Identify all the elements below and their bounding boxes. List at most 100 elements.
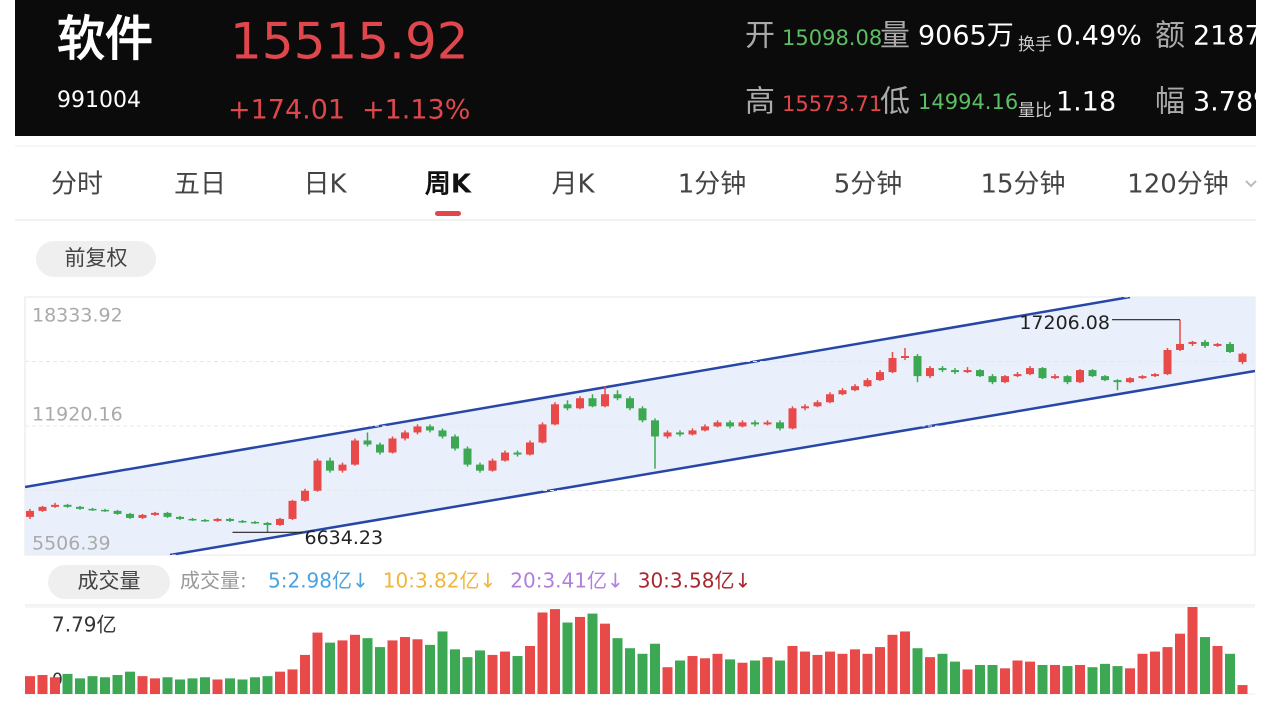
candle-body — [713, 422, 722, 427]
candle-body — [1126, 378, 1134, 383]
adjust-button-bg[interactable] — [36, 241, 156, 277]
volume-bar — [275, 671, 285, 694]
volume-bar — [787, 645, 798, 694]
volume-bar — [850, 649, 860, 694]
volume-bar — [25, 676, 35, 694]
tab[interactable]: 1分钟 — [678, 170, 747, 200]
stat-label: 换手 — [1018, 35, 1052, 55]
volume-bar — [562, 622, 573, 694]
volume-bar — [137, 676, 148, 694]
candle-body — [176, 516, 184, 519]
volume-bar — [1025, 661, 1035, 694]
volume-bar — [400, 637, 410, 694]
tab[interactable]: 五日 — [174, 170, 226, 200]
volume-bar — [837, 653, 848, 694]
candle-body — [376, 444, 384, 453]
candle-body — [163, 512, 172, 517]
stat-value: 0.49% — [1056, 21, 1142, 52]
volume-bar — [575, 616, 585, 694]
volume-bar — [712, 653, 723, 694]
candle-body — [1226, 343, 1234, 352]
tab[interactable]: 15分钟 — [980, 170, 1065, 200]
tab[interactable]: 120分钟 — [1127, 170, 1229, 200]
header-bg — [15, 0, 1256, 136]
y-tick-label: 5506.39 — [32, 533, 111, 555]
volume-chart: 7.79亿0 — [25, 606, 1255, 695]
candle-body — [501, 452, 509, 461]
stat-label: 额 — [1155, 19, 1185, 54]
stock-name: 软件 — [57, 11, 153, 67]
volume-legend-item: 5:2.98亿↓ — [268, 569, 369, 593]
candle-body — [1038, 368, 1047, 379]
volume-bar — [312, 632, 323, 694]
candle-body — [763, 422, 772, 425]
candle-body — [663, 432, 672, 437]
candle-body — [238, 520, 247, 523]
volume-bar — [425, 644, 435, 694]
volume-bar — [62, 673, 73, 694]
adjust-button[interactable]: 前复权 — [65, 246, 128, 270]
volume-legend-label: 成交量: — [180, 569, 247, 593]
stat-value: 15098.08 — [782, 26, 882, 50]
candle-body — [851, 386, 859, 391]
candle-body — [26, 510, 34, 517]
volume-bar — [800, 651, 810, 694]
candle-body — [1151, 374, 1159, 377]
volume-bar — [237, 679, 248, 694]
volume-bar — [1125, 668, 1135, 694]
volume-bar — [375, 647, 385, 694]
tab[interactable]: 周K — [425, 170, 472, 200]
stat-value: 1.18 — [1056, 87, 1116, 118]
volume-bar — [1187, 607, 1198, 694]
candle-body — [538, 424, 547, 443]
volume-bar — [812, 654, 823, 694]
tab[interactable]: 5分钟 — [834, 170, 903, 200]
candle-body — [301, 490, 309, 501]
candle-body — [938, 368, 947, 371]
volume-bar — [1225, 653, 1235, 694]
volume-bar — [987, 664, 998, 694]
candle-body — [676, 432, 684, 435]
volume-bar — [187, 678, 198, 694]
volume-bar — [675, 660, 685, 694]
volume-bar — [150, 678, 160, 694]
volume-bar — [337, 640, 348, 694]
change-pct: +1.13% — [362, 95, 470, 126]
candle-body — [263, 522, 272, 525]
volume-bar — [462, 657, 473, 694]
candle-body — [476, 464, 484, 471]
volume-bar — [1200, 637, 1210, 694]
candle-body — [388, 438, 397, 453]
volume-bar — [725, 659, 735, 694]
volume-bar — [1075, 664, 1085, 694]
volume-bar — [125, 671, 135, 694]
tab[interactable]: 分时 — [51, 170, 103, 200]
volume-bar — [75, 678, 85, 694]
candle-body — [1163, 349, 1172, 375]
volume-bar — [750, 660, 760, 694]
candle-body — [901, 356, 909, 359]
candle-body — [76, 506, 84, 509]
stat-value: 3.78% — [1193, 87, 1278, 118]
volume-bar — [362, 638, 373, 694]
volume-bar — [50, 677, 60, 694]
volume-tick-label: 7.79亿 — [52, 613, 117, 637]
candle-body — [1201, 341, 1209, 346]
candle-body — [1188, 341, 1197, 344]
volume-title-bg — [48, 565, 170, 599]
candle-body — [1213, 343, 1222, 346]
candle-body — [526, 442, 534, 455]
volume-bar — [662, 667, 673, 694]
candle-body — [551, 404, 559, 425]
candle-body — [488, 460, 497, 471]
y-tick-label: 18333.92 — [32, 305, 123, 327]
tab[interactable]: 月K — [551, 170, 595, 200]
candle-body — [101, 509, 109, 512]
candle-body — [1013, 374, 1022, 377]
price-chart: 18333.92 11920.16 5506.39 17206.08 6634.23 — [25, 296, 1255, 556]
candle-body — [751, 422, 759, 425]
tab[interactable]: 日K — [303, 170, 347, 200]
volume-bar — [687, 656, 698, 694]
volume-bar — [175, 679, 185, 694]
